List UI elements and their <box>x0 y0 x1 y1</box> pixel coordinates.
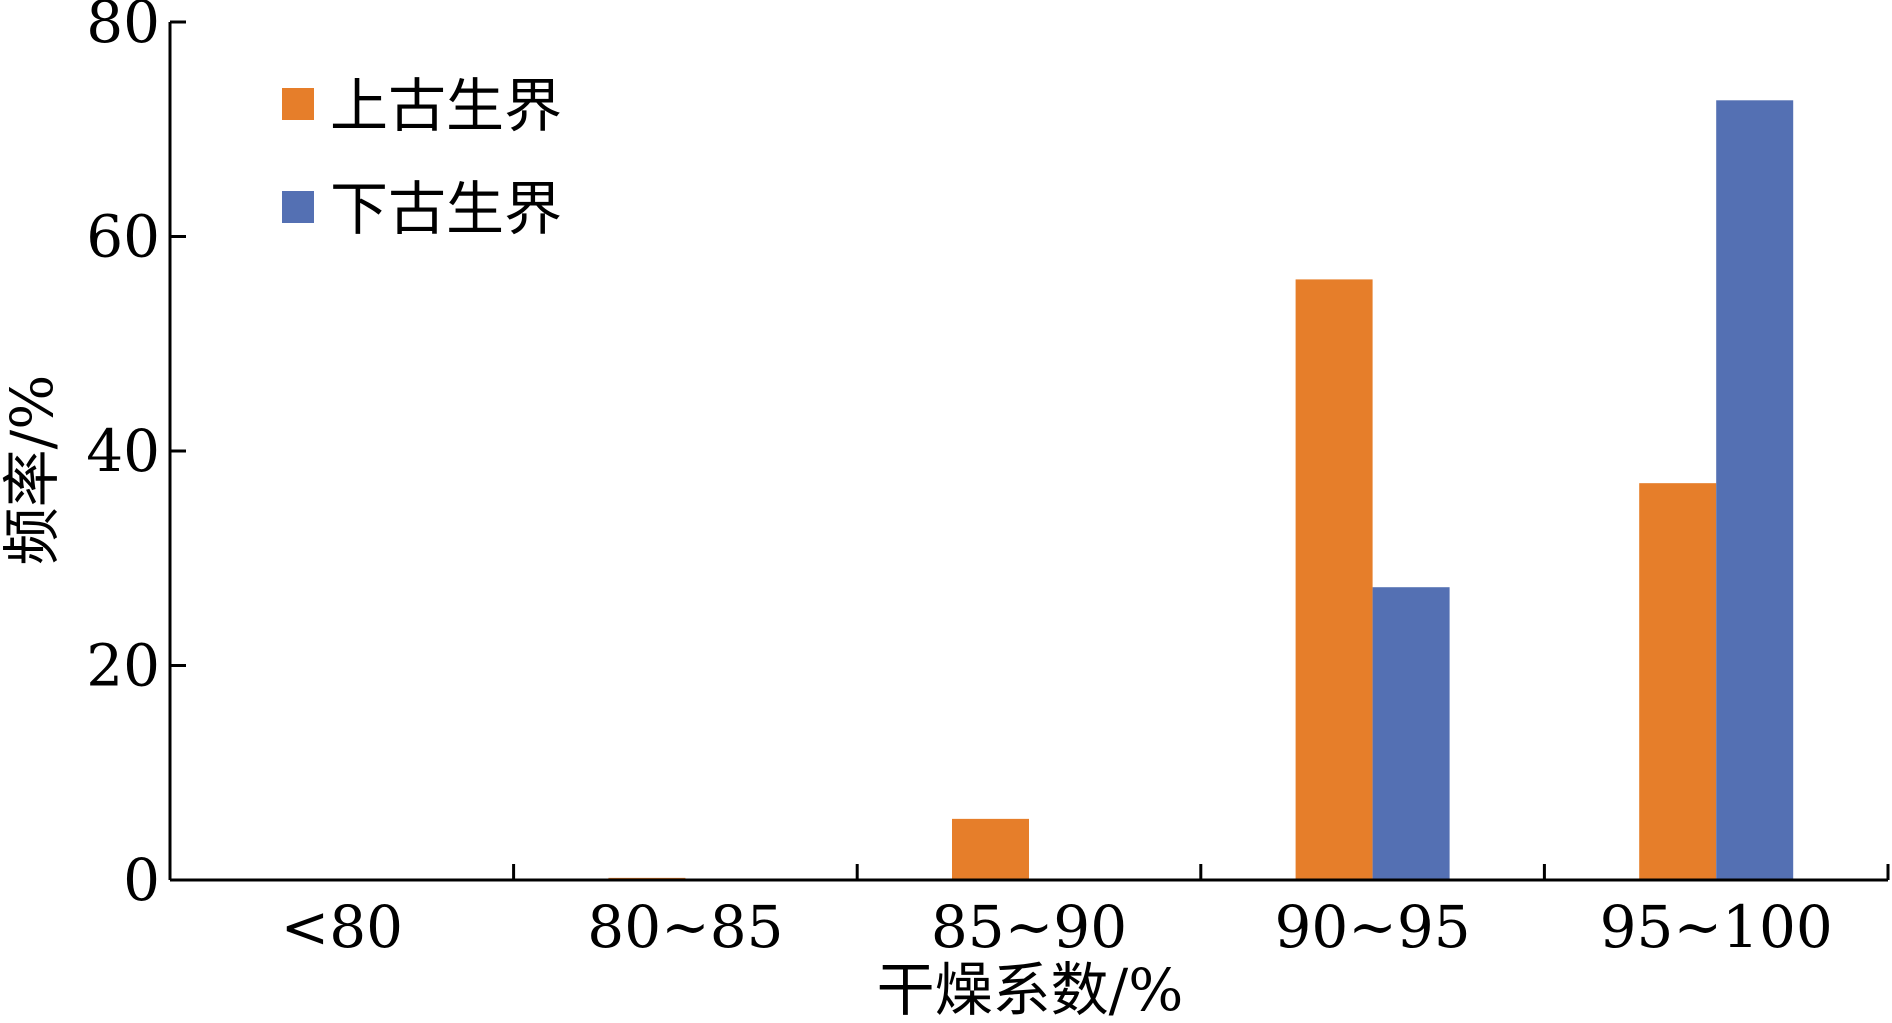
x-tick-label-2: 85~90 <box>931 893 1127 961</box>
bar-lower-4 <box>1716 100 1794 881</box>
x-tick-label-4: 95~100 <box>1600 893 1833 961</box>
bar-upper-3 <box>1295 279 1373 880</box>
x-axis-title: 干燥系数/% <box>877 956 1184 1023</box>
y-tick-label-1: 20 <box>86 632 160 700</box>
legend: 上古生界 下古生界 <box>282 72 562 243</box>
legend-swatch-lower <box>282 191 314 223</box>
tick-labels-group: 0 20 40 60 80 <80 80~85 85~90 90~95 95~100 <box>86 0 1833 961</box>
bar-lower-3 <box>1372 587 1450 880</box>
legend-swatch-upper <box>282 88 314 120</box>
legend-label-lower: 下古生界 <box>330 175 562 243</box>
x-tick-label-0: <80 <box>281 893 403 961</box>
y-tick-label-0: 0 <box>123 846 160 914</box>
bars-group <box>608 100 1794 881</box>
x-tick-label-3: 90~95 <box>1274 893 1470 961</box>
bar-upper-4 <box>1639 483 1717 880</box>
y-tick-label-2: 40 <box>86 417 160 485</box>
y-tick-label-3: 60 <box>86 203 160 271</box>
bar-upper-2 <box>952 818 1029 880</box>
x-tick-label-1: 80~85 <box>587 893 783 961</box>
y-axis-title: 频率/% <box>0 375 66 566</box>
axes-group <box>168 20 1890 882</box>
legend-label-upper: 上古生界 <box>330 72 562 140</box>
y-tick-label-4: 80 <box>86 0 160 56</box>
